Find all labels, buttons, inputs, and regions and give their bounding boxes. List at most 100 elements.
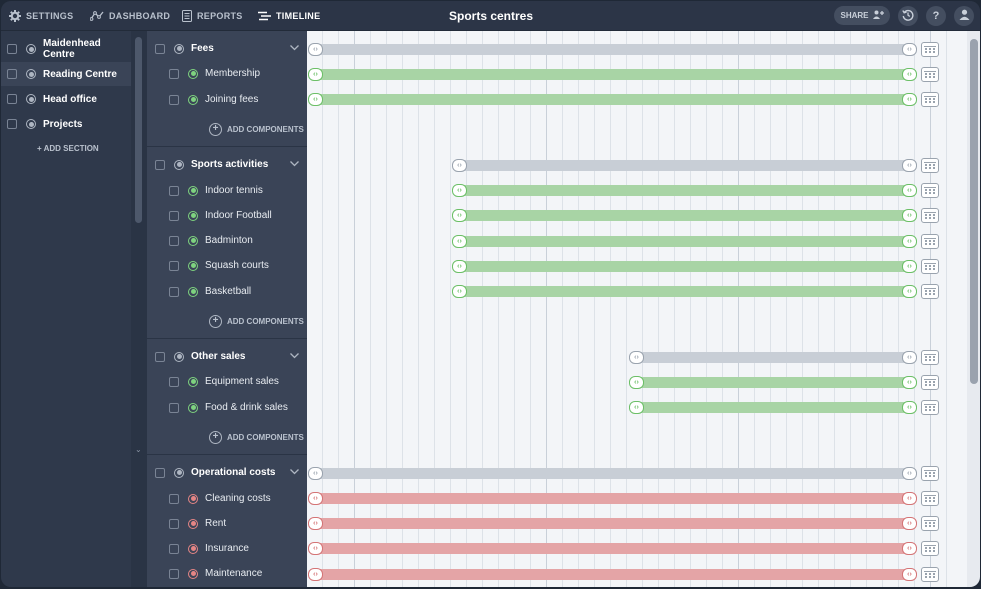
row-checkbox[interactable] xyxy=(169,286,179,297)
nav-dashboard[interactable]: DASHBOARD xyxy=(90,1,170,30)
calendar-icon[interactable] xyxy=(921,541,939,556)
history-button[interactable] xyxy=(898,6,918,26)
row-checkbox[interactable] xyxy=(169,210,179,221)
drag-handle-icon[interactable]: ‹› xyxy=(902,517,917,530)
sidebar-checkbox[interactable] xyxy=(7,94,17,104)
calendar-icon[interactable] xyxy=(921,284,939,299)
drag-handle-icon[interactable]: ‹› xyxy=(902,209,917,222)
help-button[interactable]: ? xyxy=(926,6,946,26)
chevron-down-icon[interactable] xyxy=(290,159,299,169)
component-row-food-drink-sales[interactable]: Food & drink sales xyxy=(147,395,307,420)
chevron-down-icon[interactable] xyxy=(290,351,299,361)
timeline-bar[interactable]: ‹› ‹› xyxy=(629,351,917,364)
drag-handle-icon[interactable]: ‹› xyxy=(902,43,917,56)
timeline-grid[interactable]: ‹› ‹› ‹› ‹› ‹› ‹› ‹› ‹› ‹› ‹› ‹› ‹› ‹› ‹› ‹› ‹› ‹› ‹› ‹› ‹›… xyxy=(307,31,967,587)
calendar-icon[interactable] xyxy=(921,350,939,365)
drag-handle-icon[interactable]: ‹› xyxy=(308,492,323,505)
group-row-other-sales[interactable]: Other sales xyxy=(147,344,307,369)
timeline-bar[interactable]: ‹› ‹› xyxy=(308,43,917,56)
group-row-sports-activities[interactable]: Sports activities xyxy=(147,152,307,177)
add-components-button[interactable]: + ADD COMPONENTS xyxy=(209,120,304,138)
drag-handle-icon[interactable]: ‹› xyxy=(902,260,917,273)
timeline-scrollbar[interactable] xyxy=(967,31,980,587)
timeline-bar[interactable]: ‹› ‹› xyxy=(308,492,917,505)
calendar-icon[interactable] xyxy=(921,158,939,173)
calendar-icon[interactable] xyxy=(921,567,939,582)
drag-handle-icon[interactable]: ‹› xyxy=(902,401,917,414)
drag-handle-icon[interactable]: ‹› xyxy=(902,184,917,197)
chevron-down-icon[interactable] xyxy=(290,467,299,477)
row-checkbox[interactable] xyxy=(169,493,179,504)
timeline-bar[interactable]: ‹› ‹› xyxy=(308,542,917,555)
drag-handle-icon[interactable]: ‹› xyxy=(902,568,917,581)
timeline-bar[interactable]: ‹› ‹› xyxy=(629,376,917,389)
sidebar-item-reading-centre[interactable]: Reading Centre xyxy=(1,62,131,86)
drag-handle-icon[interactable]: ‹› xyxy=(902,93,917,106)
drag-handle-icon[interactable]: ‹› xyxy=(452,260,467,273)
timeline-bar[interactable]: ‹› ‹› xyxy=(452,209,917,222)
scrollbar-thumb[interactable] xyxy=(970,39,978,384)
row-checkbox[interactable] xyxy=(169,260,179,271)
calendar-icon[interactable] xyxy=(921,491,939,506)
add-components-button[interactable]: + ADD COMPONENTS xyxy=(209,428,304,446)
chevron-down-icon[interactable] xyxy=(290,43,299,53)
row-checkbox[interactable] xyxy=(169,376,179,387)
calendar-icon[interactable] xyxy=(921,516,939,531)
component-row-basketball[interactable]: Basketball xyxy=(147,279,307,304)
nav-reports[interactable]: REPORTS xyxy=(182,1,243,30)
sidebar-checkbox[interactable] xyxy=(7,69,17,79)
drag-handle-icon[interactable]: ‹› xyxy=(902,285,917,298)
drag-handle-icon[interactable]: ‹› xyxy=(308,43,323,56)
timeline-bar[interactable]: ‹› ‹› xyxy=(452,260,917,273)
calendar-icon[interactable] xyxy=(921,400,939,415)
sidebar-item-maidenhead-centre[interactable]: Maidenhead Centre xyxy=(1,37,131,61)
group-row-operational-costs[interactable]: Operational costs xyxy=(147,460,307,485)
sidebar-checkbox[interactable] xyxy=(7,119,17,129)
row-checkbox[interactable] xyxy=(155,43,165,54)
component-scrollbar[interactable]: ⌄ xyxy=(132,31,146,587)
timeline-bar[interactable]: ‹› ‹› xyxy=(308,568,917,581)
scrollbar-thumb[interactable] xyxy=(135,37,142,223)
component-row-squash-courts[interactable]: Squash courts xyxy=(147,253,307,278)
add-components-button[interactable]: + ADD COMPONENTS xyxy=(209,312,304,330)
component-row-cleaning-costs[interactable]: Cleaning costs xyxy=(147,486,307,511)
drag-handle-icon[interactable]: ‹› xyxy=(629,351,644,364)
add-section-button[interactable]: + ADD SECTION xyxy=(37,144,99,153)
drag-handle-icon[interactable]: ‹› xyxy=(902,351,917,364)
row-checkbox[interactable] xyxy=(169,68,179,79)
drag-handle-icon[interactable]: ‹› xyxy=(902,542,917,555)
calendar-icon[interactable] xyxy=(921,375,939,390)
timeline-bar[interactable]: ‹› ‹› xyxy=(308,93,917,106)
row-checkbox[interactable] xyxy=(169,94,179,105)
row-checkbox[interactable] xyxy=(169,518,179,529)
component-row-indoor-football[interactable]: Indoor Football xyxy=(147,203,307,228)
drag-handle-icon[interactable]: ‹› xyxy=(452,285,467,298)
timeline-bar[interactable]: ‹› ‹› xyxy=(308,68,917,81)
drag-handle-icon[interactable]: ‹› xyxy=(629,401,644,414)
timeline-bar[interactable]: ‹› ‹› xyxy=(629,401,917,414)
drag-handle-icon[interactable]: ‹› xyxy=(629,376,644,389)
drag-handle-icon[interactable]: ‹› xyxy=(902,467,917,480)
drag-handle-icon[interactable]: ‹› xyxy=(902,376,917,389)
component-row-maintenance[interactable]: Maintenance xyxy=(147,561,307,586)
calendar-icon[interactable] xyxy=(921,234,939,249)
share-button[interactable]: SHARE xyxy=(834,6,890,25)
sidebar-item-head-office[interactable]: Head office xyxy=(1,87,131,111)
row-checkbox[interactable] xyxy=(155,159,165,170)
component-row-equipment-sales[interactable]: Equipment sales xyxy=(147,369,307,394)
drag-handle-icon[interactable]: ‹› xyxy=(452,184,467,197)
drag-handle-icon[interactable]: ‹› xyxy=(308,568,323,581)
timeline-bar[interactable]: ‹› ‹› xyxy=(452,285,917,298)
drag-handle-icon[interactable]: ‹› xyxy=(902,235,917,248)
sidebar-checkbox[interactable] xyxy=(7,44,17,54)
row-checkbox[interactable] xyxy=(169,185,179,196)
drag-handle-icon[interactable]: ‹› xyxy=(452,159,467,172)
calendar-icon[interactable] xyxy=(921,208,939,223)
calendar-icon[interactable] xyxy=(921,67,939,82)
drag-handle-icon[interactable]: ‹› xyxy=(902,159,917,172)
nav-timeline[interactable]: TIMELINE xyxy=(258,1,320,30)
calendar-icon[interactable] xyxy=(921,92,939,107)
row-checkbox[interactable] xyxy=(169,568,179,579)
calendar-icon[interactable] xyxy=(921,183,939,198)
timeline-bar[interactable]: ‹› ‹› xyxy=(452,184,917,197)
